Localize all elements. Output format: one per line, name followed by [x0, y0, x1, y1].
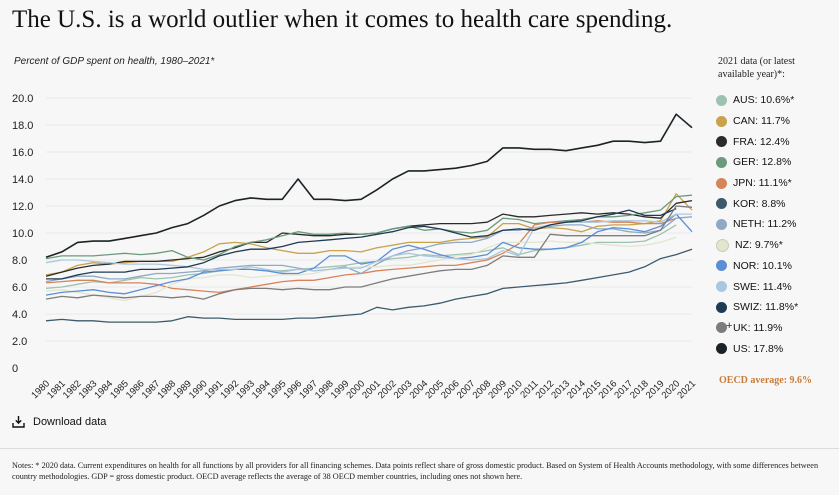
y-tick-label: 12.0 — [12, 201, 33, 213]
y-tick-label: 6.0 — [12, 282, 27, 294]
legend-label: NZ: 9.7%* — [735, 239, 783, 252]
legend-label: US: 17.8% — [733, 342, 784, 355]
legend-swatch — [716, 281, 727, 293]
legend-label: NETH: 11.2% — [733, 218, 797, 231]
series-line-us — [45, 113, 693, 259]
legend-item-neth[interactable]: NETH: 11.2% — [716, 214, 798, 235]
legend-swatch — [716, 218, 727, 230]
legend-item-nz[interactable]: NZ: 9.7%* — [716, 235, 798, 256]
x-tick-label: 2021 — [675, 378, 698, 401]
legend-label: GER: 12.8% — [733, 156, 792, 169]
legend-swatch — [716, 198, 727, 210]
series-line-neth — [45, 216, 693, 283]
y-tick-label: 16.0 — [12, 147, 33, 159]
plus-icon: + — [726, 320, 733, 332]
legend-heading: 2021 data (or latest available year)*: — [718, 56, 795, 80]
download-icon — [12, 416, 25, 428]
legend-label: KOR: 8.8% — [733, 197, 786, 210]
legend-item-jpn[interactable]: JPN: 11.1%* — [716, 173, 798, 194]
legend-item-aus[interactable]: AUS: 10.6%* — [716, 90, 798, 111]
series-line-uk — [45, 205, 693, 300]
legend-swatch — [716, 322, 727, 334]
y-tick-label: 2.0 — [12, 336, 27, 348]
divider — [0, 448, 839, 449]
legend-swatch — [716, 343, 727, 355]
legend-item-nor[interactable]: NOR: 10.1% — [716, 256, 798, 277]
series-line-aus — [45, 224, 677, 290]
legend-label: FRA: 12.4% — [733, 135, 790, 148]
legend-swatch — [716, 156, 727, 168]
legend-label: SWIZ: 11.8%* — [733, 301, 799, 314]
series-line-jpn — [45, 217, 677, 294]
legend-swatch — [716, 301, 727, 313]
legend-item-swe[interactable]: SWE: 11.4% — [716, 276, 798, 297]
legend-item-swiz[interactable]: SWIZ: 11.8%* — [716, 297, 798, 318]
legend-label: SWE: 11.4% — [733, 280, 792, 293]
series-line-swiz — [46, 208, 677, 280]
notes: Notes: * 2020 data. Current expenditures… — [12, 461, 819, 481]
download-data-button[interactable]: Download data — [12, 415, 106, 428]
series-line-nor — [45, 213, 693, 296]
legend-label: UK: 11.9% — [733, 321, 783, 334]
legend-label: JPN: 11.1%* — [733, 177, 792, 190]
legend-label: CAN: 11.7% — [733, 115, 790, 128]
y-tick-label: 20.0 — [12, 93, 33, 105]
y-tick-label: 14.0 — [12, 174, 33, 186]
series-line-kor — [45, 248, 693, 323]
legend-swatch — [716, 238, 729, 252]
legend-item-kor[interactable]: KOR: 8.8% — [716, 193, 798, 214]
chart-subtitle: Percent of GDP spent on health, 1980–202… — [14, 56, 215, 67]
legend-swatch — [716, 115, 727, 127]
legend-item-us[interactable]: US: 17.8% — [716, 338, 798, 359]
y-tick-label: 0 — [12, 363, 18, 375]
legend-item-ger[interactable]: GER: 12.8% — [716, 152, 798, 173]
legend: AUS: 10.6%* CAN: 11.7% FRA: 12.4% GER: 12.8… — [716, 90, 798, 359]
legend-item-fra[interactable]: FRA: 12.4% — [716, 131, 798, 152]
series-line-swe — [45, 213, 692, 273]
oecd-average: OECD average: 9.6% — [719, 375, 813, 386]
legend-item-uk[interactable]: UK: 11.9% — [716, 318, 798, 339]
legend-swatch — [716, 136, 727, 148]
download-label: Download data — [33, 415, 107, 428]
y-tick-label: 8.0 — [12, 255, 27, 267]
legend-item-can[interactable]: CAN: 11.7% — [716, 111, 798, 132]
legend-swatch — [716, 177, 727, 189]
chart-title: The U.S. is a world outlier when it come… — [12, 6, 673, 33]
legend-label: NOR: 10.1% — [733, 259, 792, 272]
y-tick-label: 4.0 — [12, 309, 27, 321]
legend-swatch — [716, 260, 727, 272]
legend-swatch — [716, 94, 727, 106]
series-line-nz — [45, 236, 677, 302]
y-tick-label: 10.0 — [12, 228, 33, 240]
y-tick-label: 18.0 — [12, 120, 33, 132]
legend-label: AUS: 10.6%* — [733, 94, 795, 107]
series-line-ger — [45, 194, 693, 261]
